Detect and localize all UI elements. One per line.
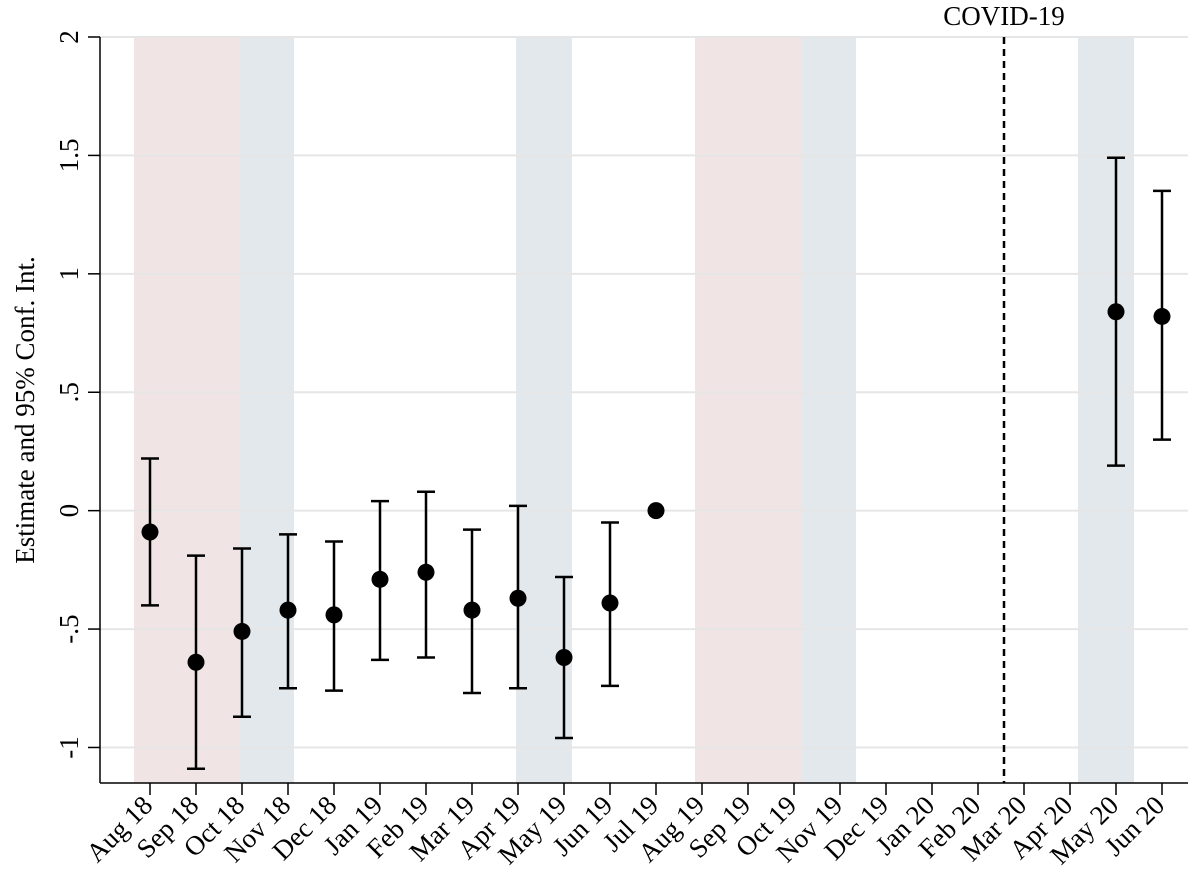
shade-blue [802,37,856,783]
y-tick-label: 2 [54,30,84,44]
point [601,594,619,612]
shade-pink [134,37,240,783]
y-tick-label: 1.5 [54,139,84,173]
point [325,606,343,624]
point [1153,307,1171,325]
point [555,648,573,666]
shade-blue [1078,37,1134,783]
y-tick-label: 1 [54,267,84,281]
y-axis-label: Estimate and 95% Conf. Int. [10,256,40,563]
point [187,653,205,671]
covid-label: COVID-19 [943,1,1065,31]
y-tick-label: 0 [54,504,84,517]
point [279,601,297,619]
point [141,523,159,541]
y-tick-label: -.5 [54,614,84,643]
shade-pink [695,37,802,783]
y-tick-label: -1 [54,736,84,759]
point [509,589,527,607]
point [371,570,389,588]
shade-blue [240,37,294,783]
point [233,622,251,640]
y-tick-label: .5 [54,382,84,402]
point [1107,303,1125,321]
point [647,502,665,520]
point [417,563,435,581]
shaded-periods [134,37,1134,783]
point [463,601,481,619]
